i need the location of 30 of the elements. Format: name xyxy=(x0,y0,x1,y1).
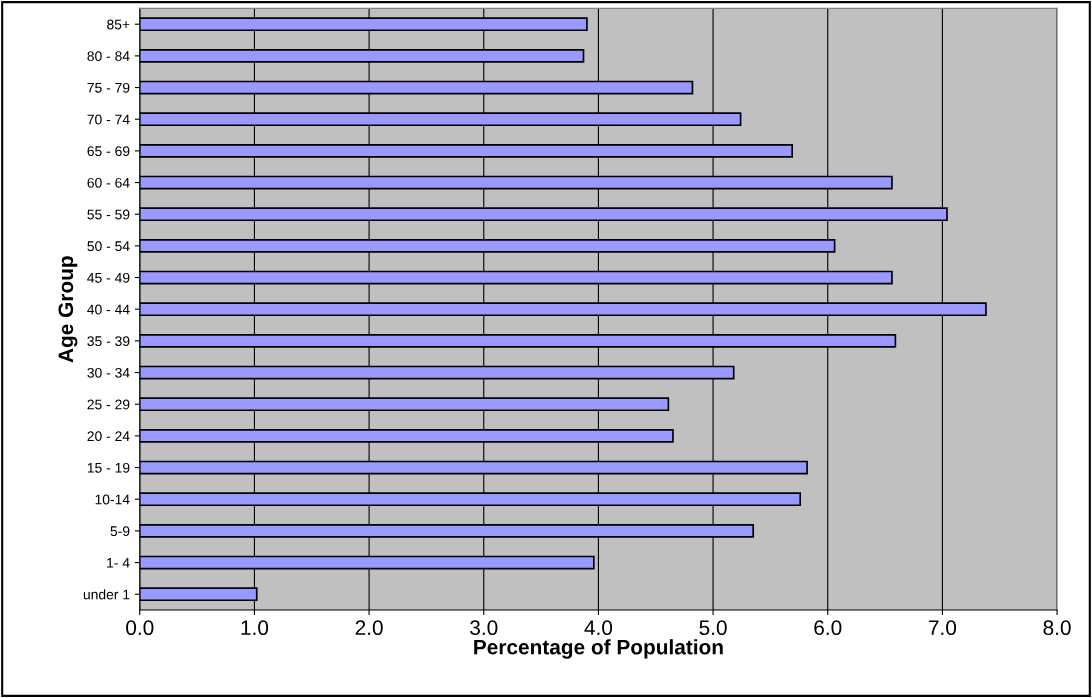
y-tick-label: 50 - 54 xyxy=(87,241,130,252)
y-axis-title: Age Group xyxy=(58,256,78,363)
x-tick-label: 6.0 xyxy=(814,620,842,636)
x-tick-label: 7.0 xyxy=(928,620,957,636)
x-tick-label: 5.0 xyxy=(699,620,727,636)
y-tick-label: 20 - 24 xyxy=(87,431,130,442)
y-tick-label: 10-14 xyxy=(95,494,130,505)
x-tick-label: 2.0 xyxy=(355,620,383,636)
y-tick-label: 15 - 19 xyxy=(87,462,130,473)
y-tick-label: under 1 xyxy=(83,589,130,600)
y-tick-label: 70 - 74 xyxy=(87,114,130,125)
y-tick-label: 40 - 44 xyxy=(87,304,130,315)
y-tick-label: 1- 4 xyxy=(107,558,130,568)
y-tick-label: 25 - 29 xyxy=(87,399,130,410)
x-axis-title: Percentage of Population xyxy=(474,639,723,659)
y-tick-label: 35 - 39 xyxy=(87,336,130,347)
y-tick-label: 75 - 79 xyxy=(87,82,130,93)
y-tick-label: 80 - 84 xyxy=(87,51,130,62)
x-tick-label: 4.0 xyxy=(584,620,613,636)
y-tick-label: 45 - 49 xyxy=(87,272,130,283)
y-tick-label: 65 - 69 xyxy=(87,146,130,157)
y-tick-label: 60 - 64 xyxy=(87,177,130,188)
x-tick-label: 1.0 xyxy=(241,620,269,636)
x-tick-label: 0.0 xyxy=(126,620,154,636)
y-tick-label: 5-9 xyxy=(110,526,130,537)
y-tick-label: 55 - 59 xyxy=(87,209,130,220)
y-tick-label: 85+ xyxy=(107,19,130,30)
x-tick-label: 8.0 xyxy=(1043,620,1071,636)
x-tick-label: 3.0 xyxy=(470,620,498,636)
y-tick-label: 30 - 34 xyxy=(87,367,130,378)
